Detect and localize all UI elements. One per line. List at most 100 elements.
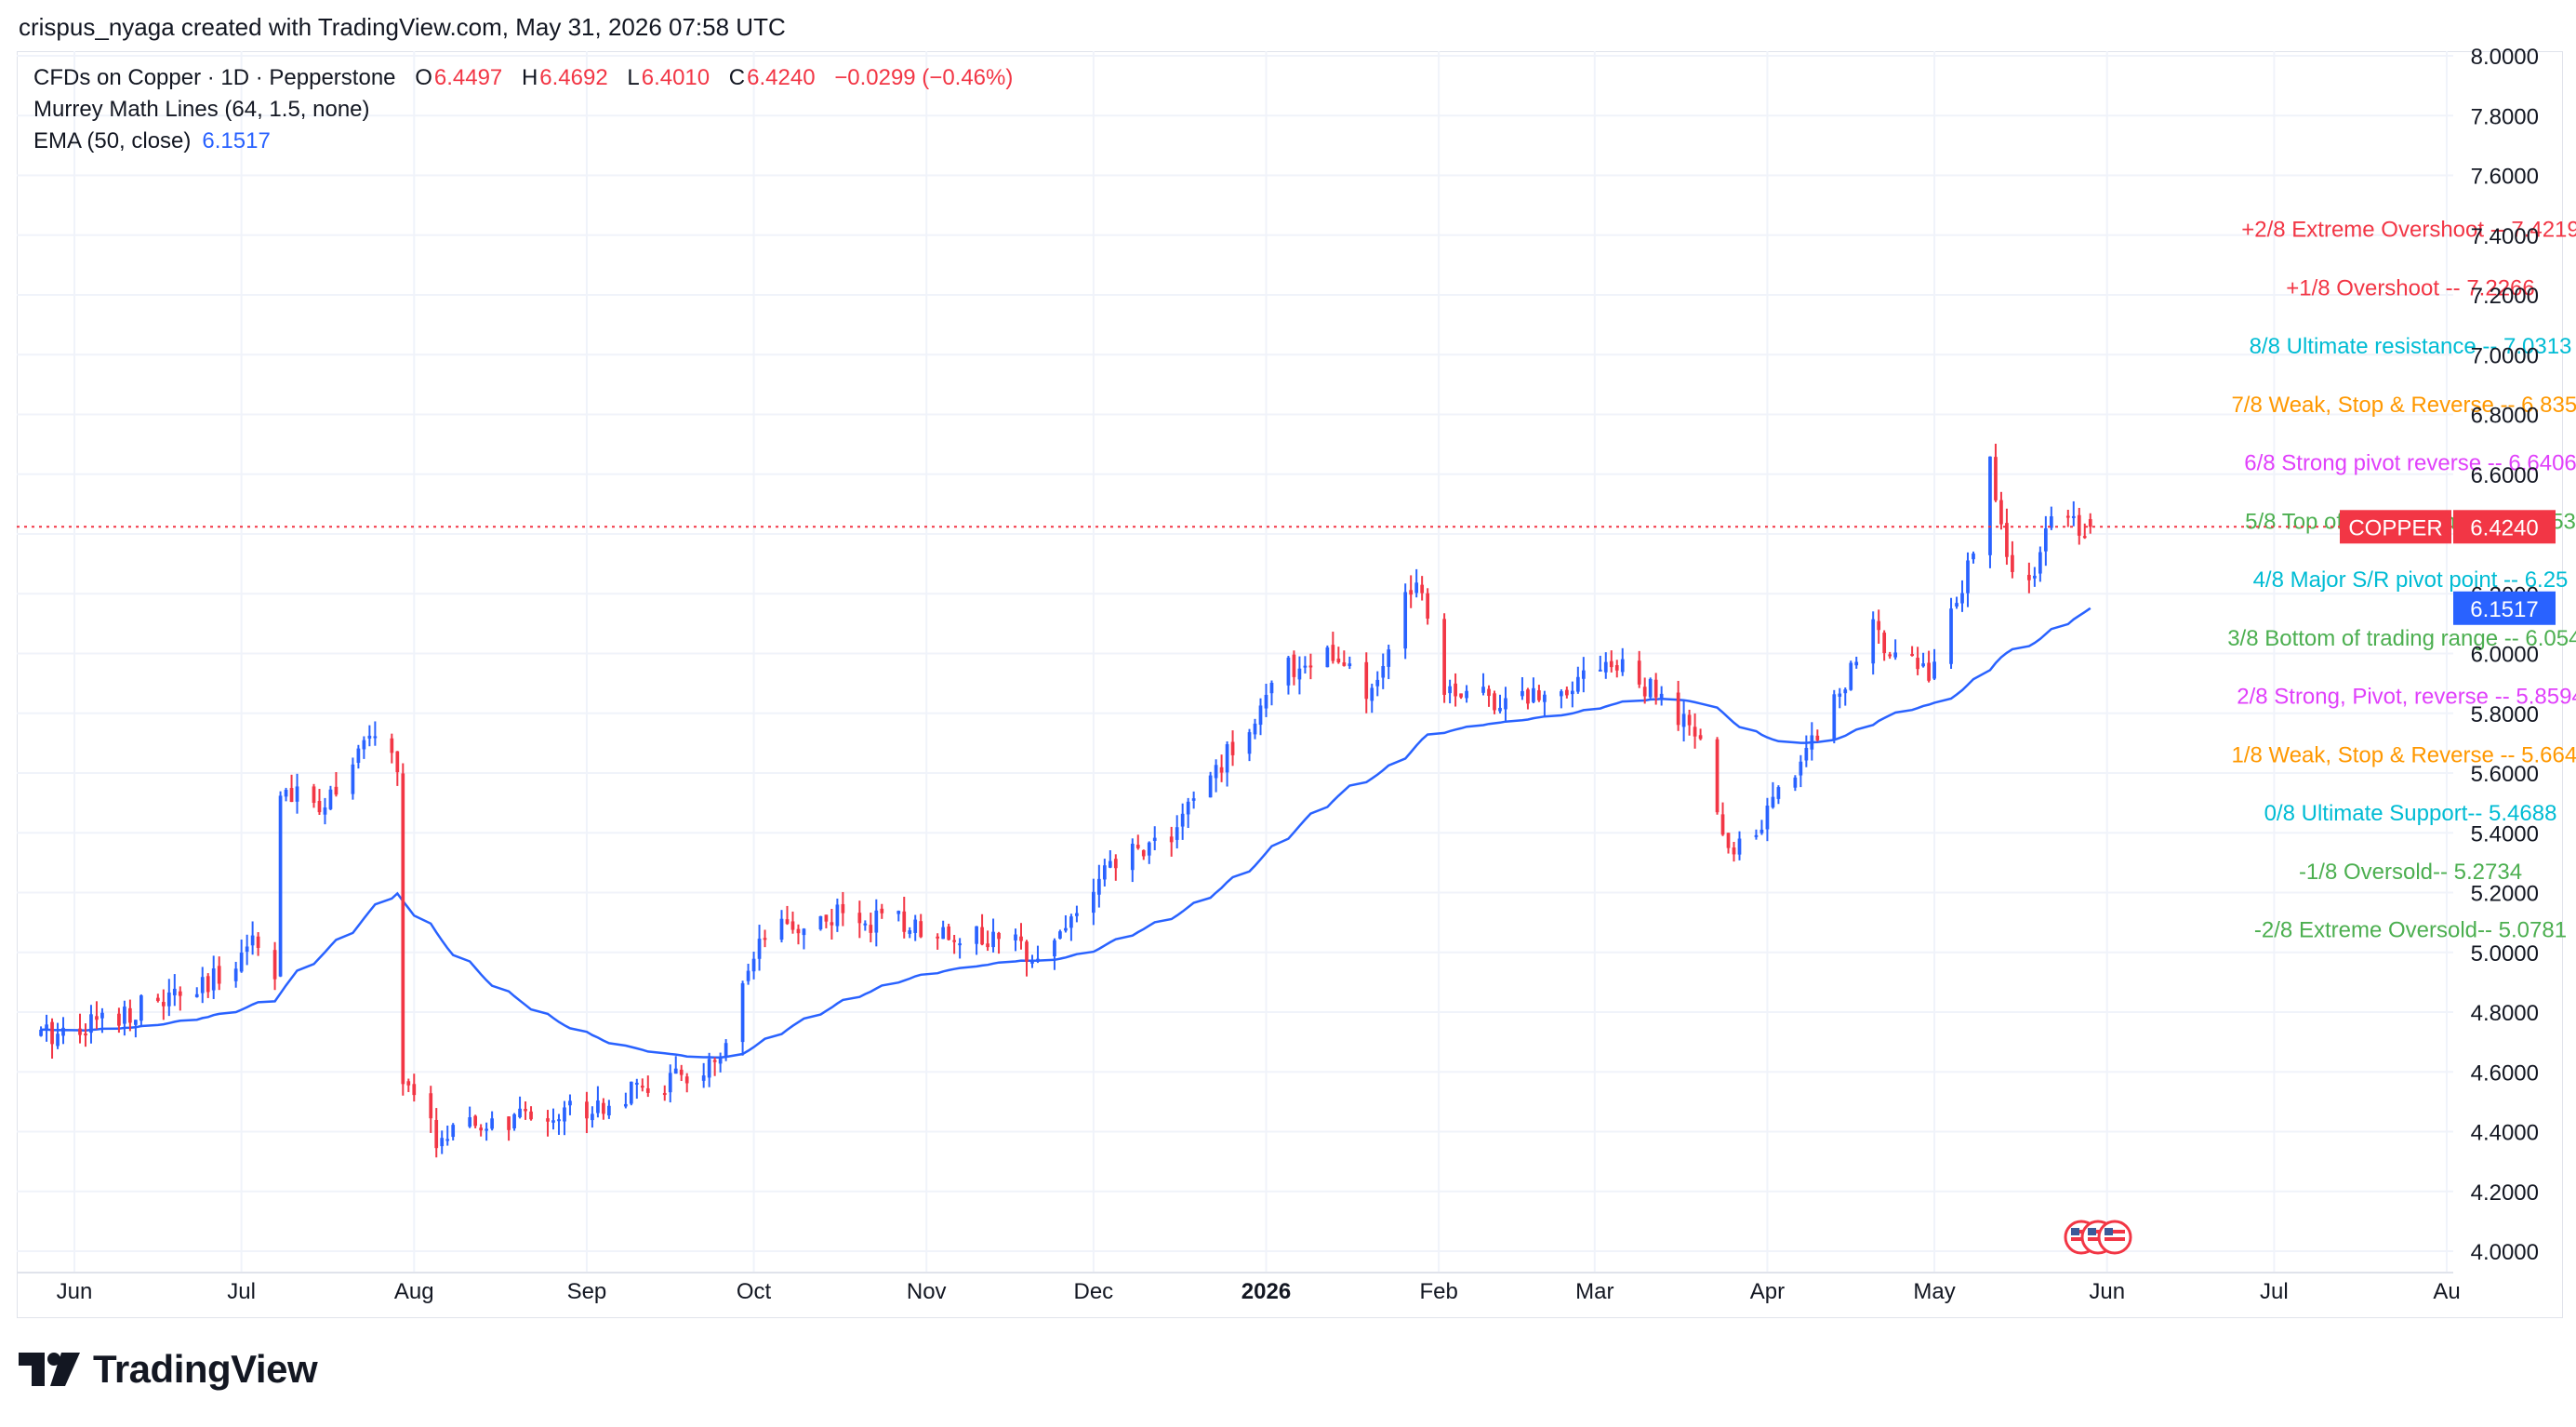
- tradingview-logo[interactable]: TradingView: [19, 1347, 318, 1392]
- candle-body: [445, 1139, 450, 1141]
- candle-body: [785, 919, 790, 925]
- x-tick-label: Nov: [907, 1279, 947, 1304]
- y-tick-label: 8.0000: [2471, 45, 2539, 70]
- legend-murrey[interactable]: Murrey Math Lines (64, 1.5, none): [33, 97, 370, 123]
- candle-body: [936, 936, 940, 939]
- legend-close: 6.4240: [747, 65, 816, 90]
- candle-body: [629, 1081, 633, 1104]
- candle-body: [239, 953, 244, 972]
- candle-body: [712, 1060, 717, 1062]
- candle-body: [1637, 660, 1641, 685]
- candle-body: [1152, 837, 1157, 841]
- candle-body: [1175, 827, 1179, 840]
- candle-body: [1342, 662, 1347, 666]
- candle-body: [1793, 777, 1798, 788]
- candle-body: [1570, 690, 1574, 695]
- x-tick-label: Mar: [1575, 1279, 1613, 1304]
- legend-ema[interactable]: EMA (50, close) 6.1517: [33, 128, 271, 154]
- candle-body: [2005, 523, 2009, 557]
- murrey-line-label: -2/8 Extreme Oversold-- 5.0781: [2254, 918, 2567, 943]
- candle-body: [272, 950, 277, 980]
- candle-body: [317, 801, 322, 813]
- last-price-tag: 6.4240: [2470, 515, 2538, 540]
- y-tick-label: 7.8000: [2471, 104, 2539, 129]
- candle-body: [429, 1093, 433, 1119]
- y-tick-label: 5.0000: [2471, 941, 2539, 967]
- legend-l-label: L: [627, 65, 640, 90]
- candle-body: [1771, 796, 1775, 807]
- murrey-line-label: -1/8 Oversold-- 5.2734: [2299, 860, 2522, 885]
- candle-body: [1560, 691, 1563, 697]
- legend-c-label: C: [728, 65, 746, 90]
- candle-body: [312, 786, 316, 804]
- legend-o-label: O: [415, 65, 432, 90]
- legend-ema-value: 6.1517: [202, 128, 271, 153]
- candle-body: [818, 915, 823, 929]
- candle-body: [1058, 931, 1062, 939]
- candle-body: [1135, 845, 1140, 848]
- candle-body: [390, 738, 394, 754]
- candle-body: [161, 1002, 166, 1007]
- candle-body: [902, 911, 907, 932]
- candle-body: [546, 1118, 550, 1122]
- y-tick-label: 5.8000: [2471, 702, 2539, 727]
- candles: [39, 443, 2092, 1158]
- candle-body: [1581, 670, 1586, 679]
- candle-body: [1269, 683, 1274, 694]
- events: [2064, 1220, 2132, 1255]
- x-axis: Jun Jul Aug Sep Oct Nov Dec 2026 Feb Mar Apr May Jun…: [17, 1272, 2461, 1304]
- candle-body: [2077, 514, 2081, 536]
- candle-body: [1370, 687, 1374, 701]
- candle-body: [401, 773, 405, 1085]
- legend-ohlc[interactable]: CFDs on Copper · 1D · Pepperstone O6.449…: [33, 65, 1013, 91]
- legend-ema-label: EMA (50, close): [33, 128, 192, 153]
- candle-body: [1815, 735, 1820, 740]
- candle-body: [128, 1007, 132, 1023]
- candle-body: [367, 735, 372, 739]
- candle-body: [1180, 813, 1185, 827]
- candle-body: [1893, 652, 1898, 658]
- candle-body: [256, 936, 260, 948]
- candle-body: [1225, 744, 1229, 773]
- candle-body: [645, 1087, 650, 1093]
- candle-body: [362, 740, 366, 750]
- candle-body: [328, 789, 333, 809]
- candle-body: [913, 919, 918, 933]
- symbol-tag: COPPER: [2348, 515, 2442, 540]
- y-tick-label: 4.6000: [2471, 1060, 2539, 1086]
- candle-body: [1493, 693, 1496, 711]
- candle-body: [1838, 693, 1842, 697]
- tradingview-logo-icon: [19, 1353, 80, 1386]
- candle-body: [507, 1116, 511, 1130]
- y-tick-label: 7.0000: [2471, 343, 2539, 368]
- candle-body: [1776, 787, 1781, 799]
- candle-body: [524, 1109, 527, 1112]
- candle-body: [2082, 536, 2087, 539]
- candle-body: [1732, 847, 1736, 855]
- ema-price-tag-bg: [2453, 591, 2556, 625]
- candle-body: [166, 992, 171, 1007]
- candle-body: [50, 1021, 54, 1045]
- candle-body: [896, 911, 901, 914]
- candle-body: [351, 764, 355, 794]
- candle-body: [334, 786, 339, 795]
- candle-body: [919, 921, 923, 938]
- candle-body: [757, 939, 762, 959]
- candle-body: [1230, 741, 1235, 755]
- murrey-line-label: 0/8 Ultimate Support-- 5.4688: [2264, 801, 2557, 826]
- candle-body: [1532, 687, 1535, 702]
- candle-body: [1169, 836, 1174, 843]
- candle-body: [1331, 645, 1335, 661]
- x-tick-label: Sep: [567, 1279, 607, 1304]
- candle-body: [1910, 654, 1914, 657]
- flag-stripe: [2071, 1230, 2091, 1234]
- candle-body: [1253, 723, 1257, 735]
- flag-stripe: [2088, 1230, 2108, 1234]
- murrey-line-label: 4/8 Major S/R pivot point -- 6.25: [2253, 567, 2569, 593]
- candle-body: [1927, 662, 1931, 681]
- y-tick-label: 5.6000: [2471, 762, 2539, 787]
- candle-body: [139, 995, 143, 1021]
- candle-body: [1932, 661, 1936, 679]
- candle-body: [640, 1086, 644, 1088]
